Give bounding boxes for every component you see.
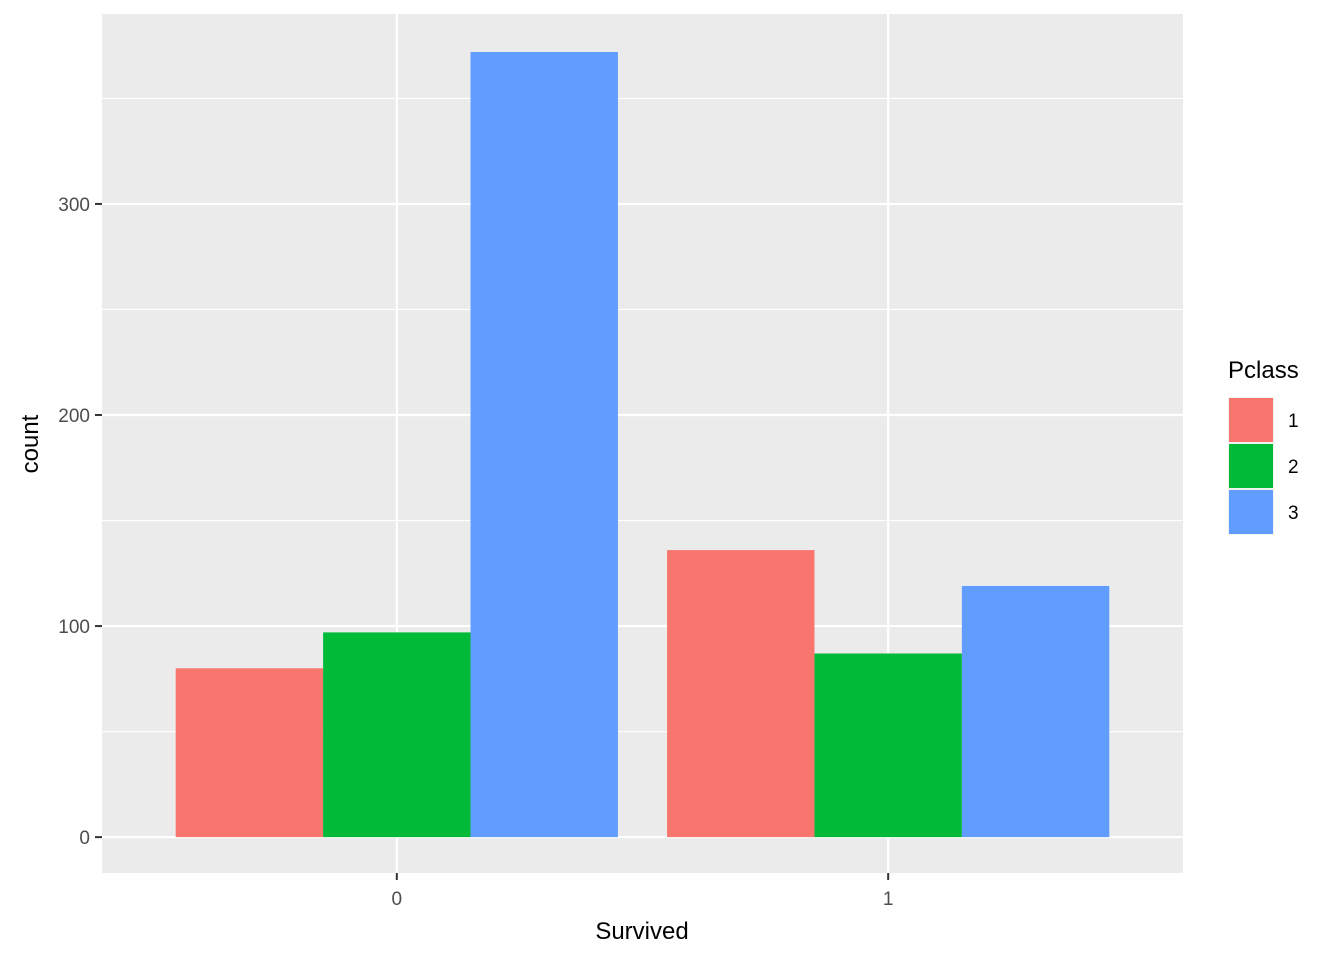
y-tick-label: 100 [58,617,90,638]
x-tick-label: 0 [392,889,403,910]
y-axis-title: count [17,414,44,473]
bar-survived-1-pclass-1 [667,550,815,838]
bar-survived-0-pclass-1 [175,668,324,838]
legend-key-3 [1229,490,1273,534]
legend-label-2: 2 [1288,457,1299,478]
bar-survived-1-pclass-2 [814,653,962,838]
bars [175,51,1110,838]
legend-key-2 [1229,444,1273,488]
y-axis: 0 100 200 300 [58,195,102,849]
bar-survived-0-pclass-2 [323,632,471,838]
y-tick-label: 300 [58,195,90,216]
legend-label-1: 1 [1288,411,1299,432]
bar-survived-1-pclass-3 [961,585,1110,838]
legend-title: Pclass [1228,357,1299,384]
y-tick-label: 0 [79,828,90,849]
bar-survived-0-pclass-3 [470,51,618,838]
legend-label-3: 3 [1288,503,1299,524]
legend-key-1 [1229,398,1273,442]
y-tick-label: 200 [58,406,90,427]
x-axis-title: Survived [595,918,688,945]
legend: Pclass 1 2 3 [1228,357,1299,535]
x-tick-label: 1 [883,889,894,910]
